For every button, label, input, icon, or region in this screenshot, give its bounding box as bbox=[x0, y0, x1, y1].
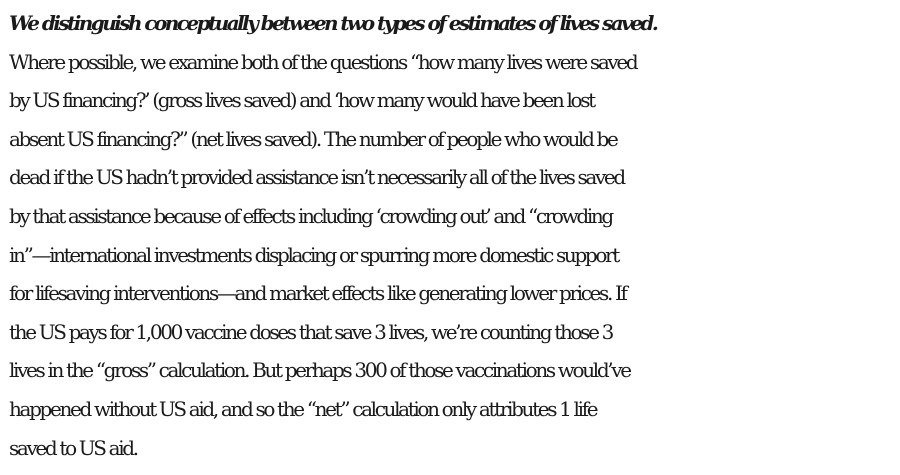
body-line: saved to US aid. bbox=[9, 435, 139, 460]
body-line: by that assistance because of effects in… bbox=[9, 203, 614, 228]
body-line: in”—international investments displacing… bbox=[9, 242, 620, 267]
body-line: the US pays for 1,000 vaccine doses that… bbox=[9, 319, 614, 344]
body-line: by US financing?’ (gross lives saved) an… bbox=[9, 88, 596, 113]
body-line: lives in the “gross” calculation. But pe… bbox=[9, 358, 632, 383]
paragraph: We distinguish conceptually between two … bbox=[9, 4, 895, 467]
body-line: for lifesaving interventions—and market … bbox=[9, 281, 628, 306]
document-page: We distinguish conceptually between two … bbox=[9, 4, 895, 467]
lead-sentence: We distinguish conceptually between two … bbox=[9, 11, 659, 35]
body-line: dead if the US hadn’t provided assistanc… bbox=[9, 165, 626, 190]
body-line: absent US financing?” (net lives saved).… bbox=[9, 126, 619, 151]
body-line: Where possible, we examine both of the q… bbox=[9, 49, 639, 74]
body-line: happened without US aid, and so the “net… bbox=[9, 396, 599, 421]
